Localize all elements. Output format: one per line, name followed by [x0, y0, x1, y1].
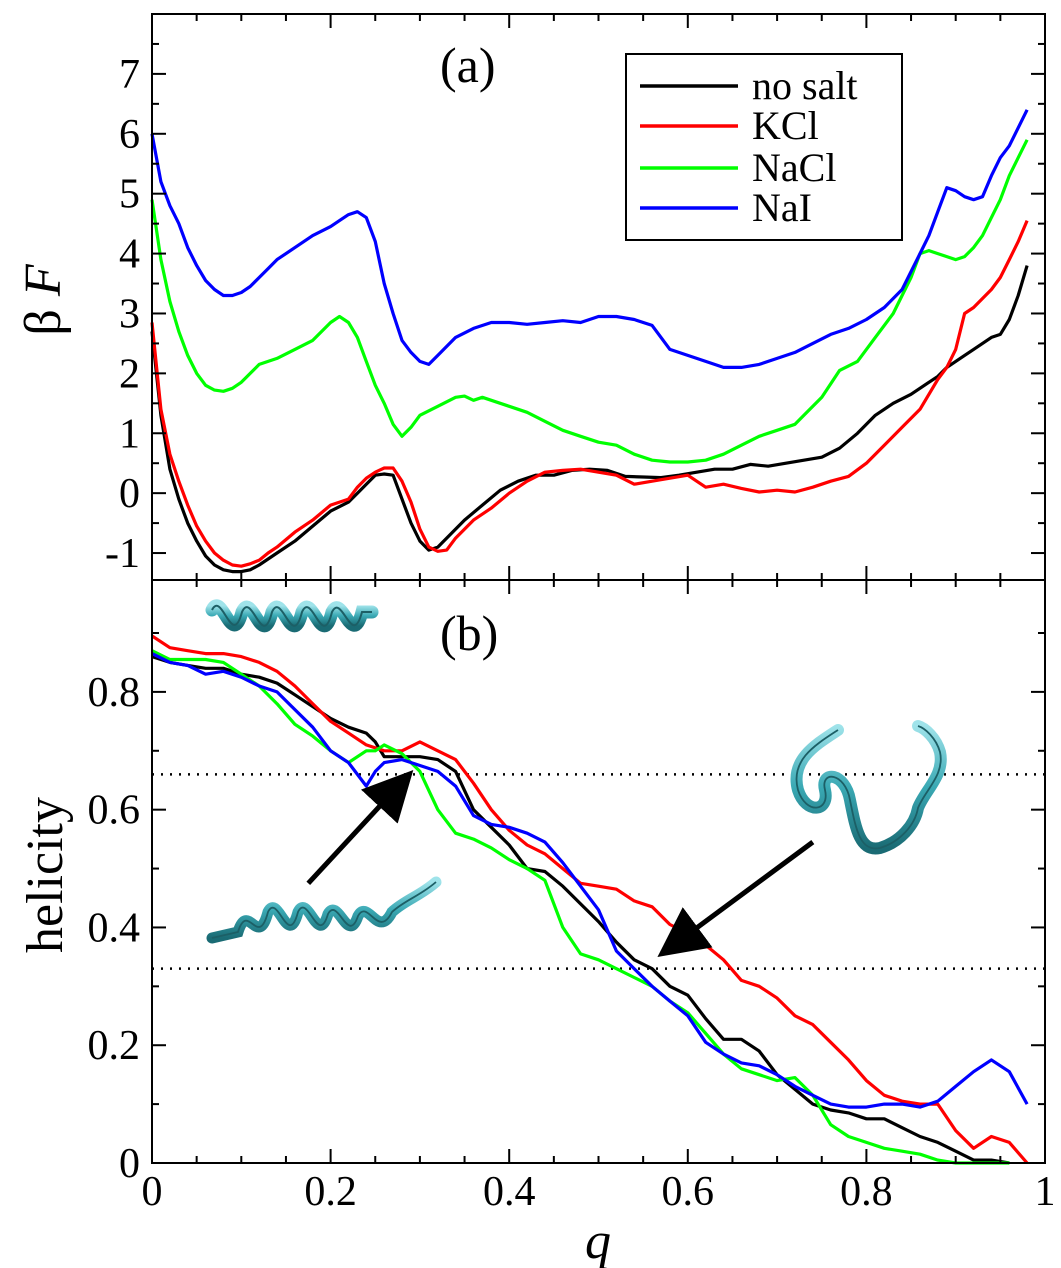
x-tick-label: 0.8 [840, 1169, 893, 1215]
panel-a-ytick-label: 0 [119, 471, 140, 517]
partial-helix-image [206, 876, 442, 944]
legend-label-kcl: KCl [752, 103, 819, 148]
panel-b-ytick-label: 0.4 [88, 905, 141, 951]
panel-b-helicity: 0 0.2 0.4 0.6 0.8 0 0.2 0.4 0.6 0.8 1 (b) helicity… [17, 579, 1056, 1268]
panel-b-frame [151, 579, 1046, 1164]
panel-b-series-group [151, 634, 1029, 1165]
full-helix-edge [211, 604, 372, 627]
annotation-arrow [306, 769, 414, 885]
legend-label-no-salt: no salt [752, 63, 858, 108]
panel-b-series-kcl [151, 634, 1029, 1165]
coil-edge [795, 725, 942, 850]
x-tick-label: 0 [142, 1169, 163, 1215]
panel-a-ytick-label: 1 [119, 411, 140, 457]
panel-b-reference-lines [152, 773, 1045, 970]
panel-a-ytick-label: -1 [105, 531, 140, 577]
full-helix-image [205, 599, 379, 633]
panel-b-ytick-label: 0.6 [88, 788, 141, 834]
full-helix-ribbon [205, 599, 379, 633]
x-tick-label: 1 [1035, 1169, 1056, 1215]
panel-a-series-no-salt [150, 265, 1029, 574]
panel-b-ytick-label: 0.8 [88, 670, 141, 716]
panel-a-ytick-label: 3 [119, 291, 140, 337]
panel-a-series-nacl [150, 139, 1029, 464]
panel-a-free-energy: -1 0 1 2 3 4 5 6 7 (a) β F no salt KCl NaCl NaI [15, 13, 1046, 581]
panel-b-ytick-label: 0 [119, 1141, 140, 1187]
panel-a-series-kcl [150, 219, 1029, 568]
partial-helix-edge [211, 881, 437, 939]
panel-b-series-no-salt [151, 655, 1010, 1165]
panel-b-series-nacl [151, 649, 1010, 1165]
x-tick-label: 0.2 [304, 1169, 357, 1215]
panel-b-series-nai [151, 652, 1029, 1109]
panel-a-series-nai [150, 109, 1029, 369]
panel-b-ytick-label: 0.2 [88, 1023, 141, 1069]
panel-b-arrows [306, 769, 815, 957]
panel-a-label: (a) [440, 37, 496, 93]
panel-a-ylabel: β F [15, 263, 72, 335]
panel-a-ylabel-text: β [15, 309, 72, 335]
x-axis-label: q [585, 1213, 611, 1268]
annotation-arrow [657, 840, 815, 957]
panel-a-ytick-label: 6 [119, 112, 140, 158]
panel-b-ylabel: helicity [17, 797, 74, 953]
panel-b-label: (b) [440, 605, 498, 661]
panel-a-ytick-label: 7 [119, 52, 140, 98]
panel-a-ytick-label: 5 [119, 172, 140, 218]
partial-helix-ribbon [206, 876, 442, 944]
panel-a-ticks: -1 0 1 2 3 4 5 6 7 [105, 14, 1046, 580]
panel-a-ylabel-italic: F [15, 263, 72, 297]
panel-b-ticks: 0 0.2 0.4 0.6 0.8 0 0.2 0.4 0.6 0.8 1 [88, 580, 1056, 1215]
coil-image [790, 720, 947, 855]
panel-a-ytick-label: 4 [119, 232, 140, 278]
legend-label-nacl: NaCl [752, 145, 836, 190]
x-tick-label: 0.6 [662, 1169, 715, 1215]
panel-a-ytick-label: 2 [119, 351, 140, 397]
panel-a-series-group [150, 109, 1029, 574]
legend: no salt KCl NaCl NaI [625, 53, 903, 241]
panel-a-frame [151, 13, 1046, 581]
legend-label-nai: NaI [752, 185, 812, 230]
x-tick-label: 0.4 [483, 1169, 536, 1215]
